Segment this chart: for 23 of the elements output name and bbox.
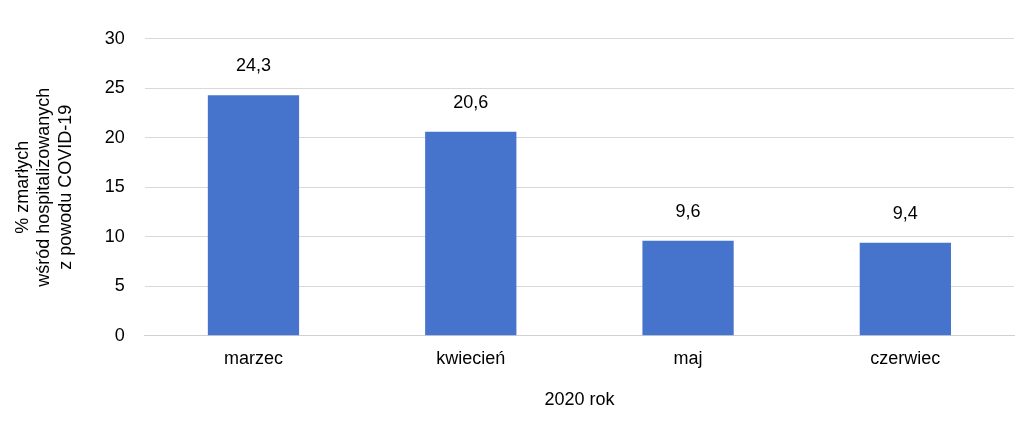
y-tick-label: 10 [104, 225, 125, 246]
bar [642, 240, 734, 336]
y-tick-label: 0 [114, 324, 125, 345]
text: % zmarłych [11, 140, 32, 234]
x-tick-label: maj [673, 347, 703, 368]
y-tick-label: 20 [104, 126, 125, 147]
y-tick-label: 15 [104, 176, 125, 197]
data-label: 20,6 [453, 91, 489, 112]
x-tick-label: czerwiec [870, 347, 941, 368]
text: z powodu COVID-19 [54, 104, 75, 270]
data-label: 24,3 [235, 55, 271, 76]
text: wśród hospitalizowanych [33, 87, 54, 287]
x-tick-label: kwiecień [436, 347, 506, 368]
bar [425, 131, 517, 336]
data-label: 9,6 [675, 200, 701, 221]
bar [207, 95, 300, 336]
bar [859, 242, 951, 336]
y-tick-label: 30 [104, 27, 125, 48]
data-label: 9,4 [892, 202, 918, 223]
x-tick-label: marzec [223, 347, 283, 368]
x-axis-title: 2020 rok [544, 389, 616, 410]
y-tick-label: 25 [104, 77, 125, 98]
y-tick-label: 5 [114, 275, 125, 296]
